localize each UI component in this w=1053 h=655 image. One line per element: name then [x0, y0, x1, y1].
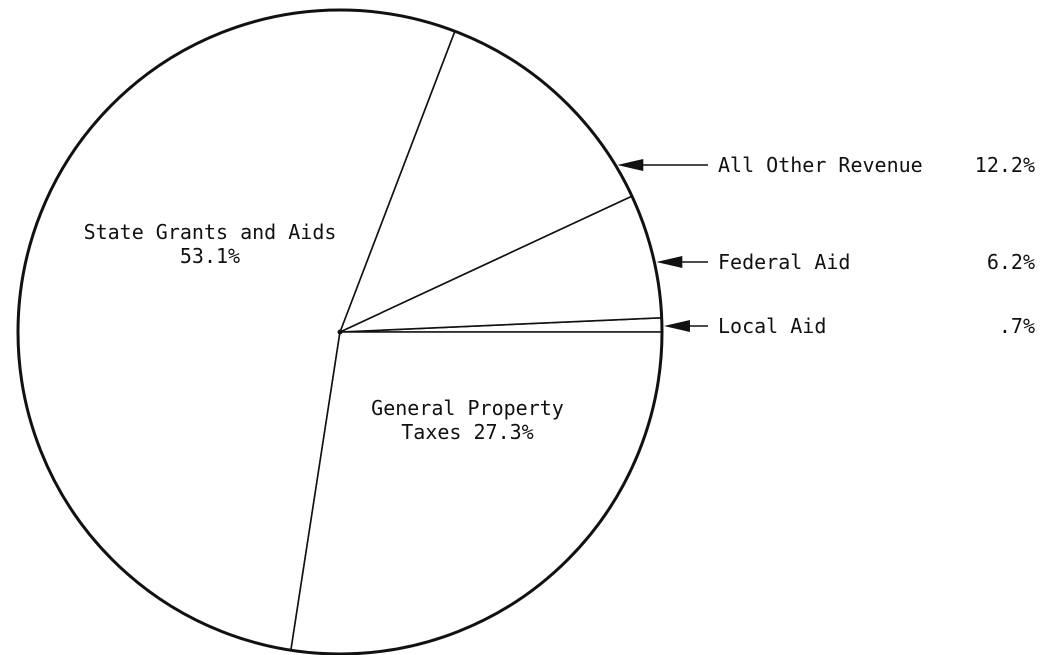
arrowhead	[663, 320, 690, 332]
value-label: 53.1%	[179, 244, 241, 268]
arrowhead	[656, 256, 683, 268]
legend-label: Local Aid	[718, 314, 827, 338]
pie-outline	[16, 8, 664, 655]
legend-label: All Other Revenue	[718, 153, 923, 177]
pie-slice	[289, 331, 663, 655]
pie-center	[337, 329, 343, 335]
value-label: 12.2%	[974, 153, 1035, 177]
category-label: State Grants and Aids	[83, 220, 337, 244]
category-label: General Property Taxes	[371, 396, 564, 444]
legend-label: Federal Aid	[718, 250, 851, 274]
value-label: .7%	[998, 314, 1035, 338]
value-label: 27.3%	[473, 420, 534, 444]
arrowhead	[617, 159, 644, 171]
value-label: 6.2%	[986, 250, 1035, 274]
slice-label: General Property Taxes 27.3%	[365, 396, 570, 444]
slice-label: State Grants and Aids 53.1%	[60, 220, 360, 268]
